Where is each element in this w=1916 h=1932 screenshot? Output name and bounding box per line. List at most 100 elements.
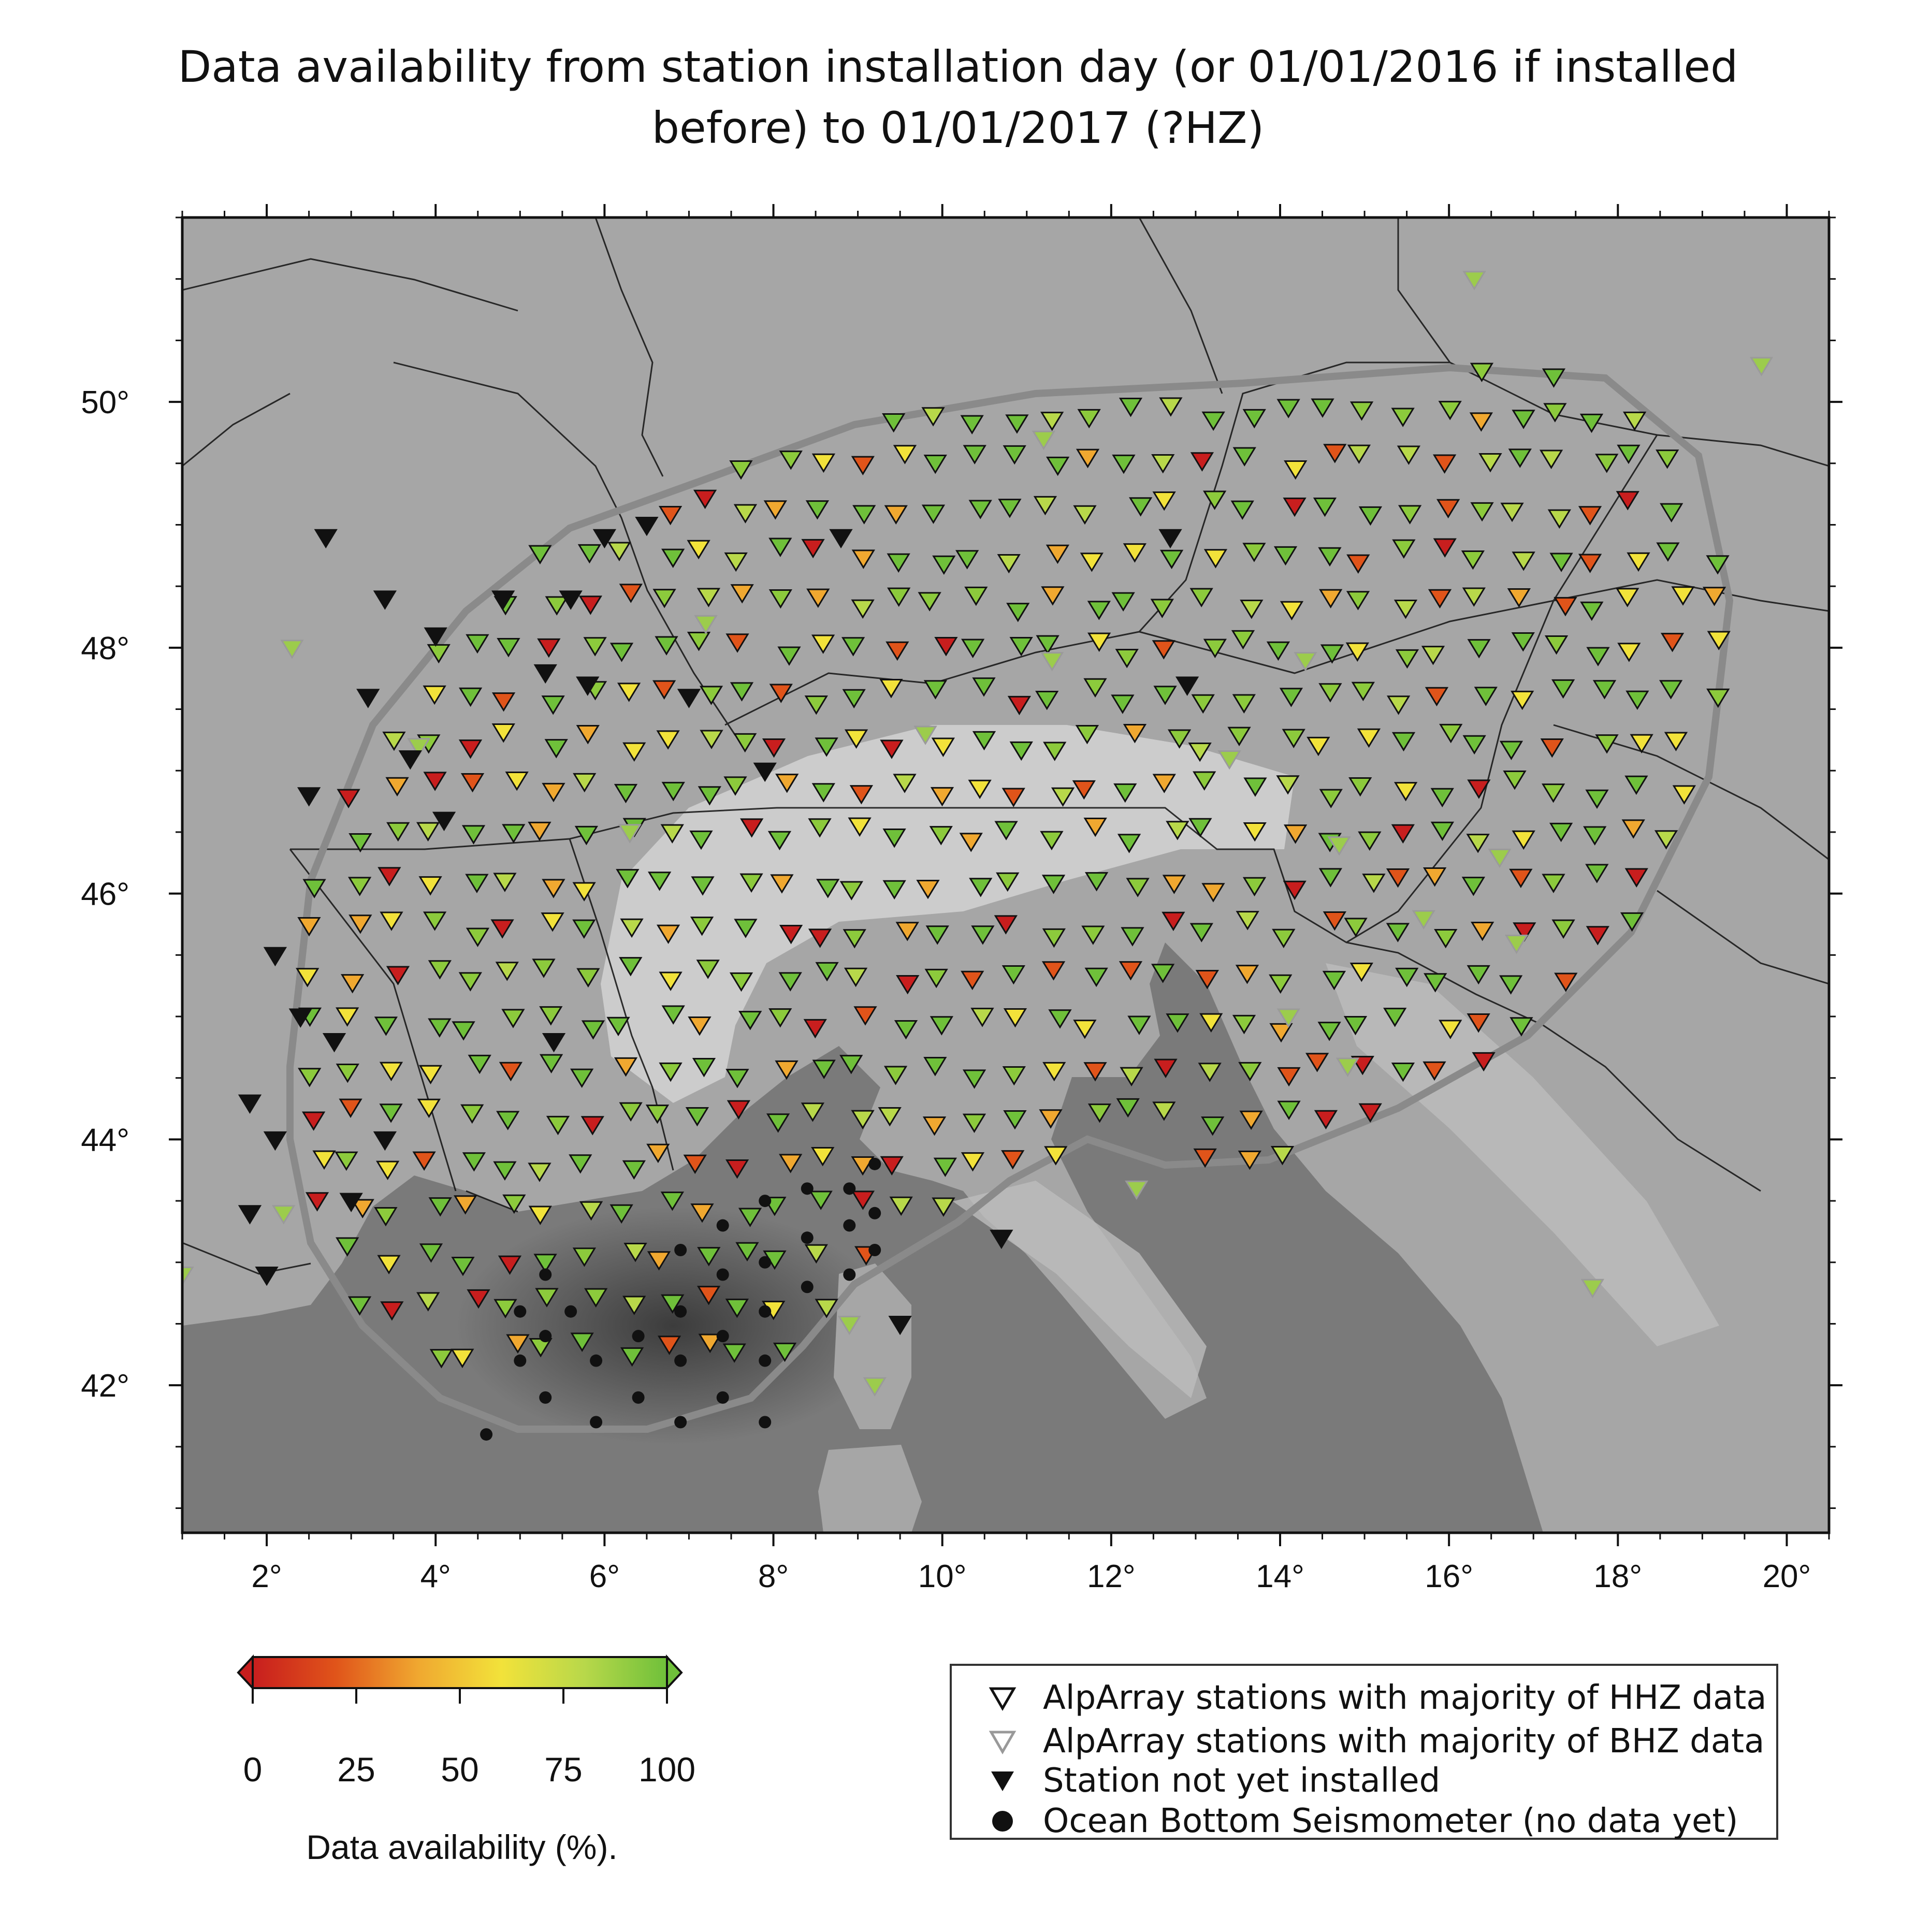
hhz-station	[1166, 821, 1189, 840]
hhz-station	[498, 1255, 522, 1275]
hhz-station	[963, 445, 986, 464]
ocean-bottom-seismometer	[564, 1305, 577, 1318]
hhz-station	[777, 646, 801, 666]
hhz-station	[1462, 587, 1486, 607]
hhz-station	[657, 1335, 681, 1355]
hhz-station	[458, 972, 482, 992]
ocean-bottom-seismometer	[843, 1219, 856, 1232]
hhz-station	[1421, 646, 1445, 665]
hhz-station	[1277, 1100, 1301, 1120]
hhz-station	[661, 548, 685, 568]
hhz-station	[1081, 925, 1105, 945]
hhz-station	[770, 874, 794, 894]
hhz-station	[1512, 551, 1535, 571]
hhz-station	[809, 1190, 833, 1210]
hhz-station	[1462, 735, 1486, 755]
hhz-station	[1083, 1062, 1107, 1082]
hhz-station	[697, 1247, 721, 1267]
legend-item-bhz: AlpArray stations with majority of BHZ d…	[952, 1719, 1776, 1764]
hhz-station	[335, 1237, 359, 1257]
hhz-station	[1428, 589, 1452, 609]
hhz-station	[1127, 1015, 1151, 1035]
hhz-station	[1579, 413, 1604, 433]
hhz-station	[930, 787, 954, 807]
colorbar-gradient	[252, 1656, 668, 1689]
not-installed-station	[753, 762, 777, 782]
hhz-station	[1544, 635, 1569, 655]
hhz-station	[1654, 830, 1678, 850]
hhz-station	[1283, 824, 1308, 844]
hhz-station	[851, 549, 875, 569]
ocean-bottom-seismometer	[514, 1305, 527, 1318]
hhz-station	[1235, 965, 1259, 984]
hhz-station	[848, 817, 872, 837]
hhz-station	[894, 1020, 918, 1040]
hhz-station	[1627, 552, 1650, 572]
hhz-station	[528, 821, 551, 841]
hhz-station	[725, 1159, 749, 1179]
hhz-station	[1499, 975, 1523, 995]
hhz-station	[996, 872, 1020, 892]
hhz-station	[647, 1251, 671, 1271]
hhz-station	[1470, 362, 1494, 383]
not-installed-station	[576, 676, 600, 696]
hhz-station	[1189, 588, 1213, 607]
hhz-station	[1240, 600, 1264, 619]
legend-item-obs: Ocean Bottom Seismometer (no data yet)	[952, 1798, 1776, 1844]
hhz-station	[879, 679, 903, 699]
hhz-station	[576, 725, 600, 745]
hhz-station	[647, 871, 672, 891]
hhz-station	[452, 1021, 475, 1041]
bhz-station	[1294, 652, 1317, 672]
hhz-station	[1041, 961, 1066, 981]
hhz-station	[1467, 1013, 1490, 1033]
hhz-station	[659, 971, 683, 991]
hhz-station	[412, 1151, 436, 1171]
hhz-station	[1551, 919, 1575, 939]
hhz-station	[1003, 445, 1026, 465]
hhz-station	[1595, 734, 1619, 754]
hhz-station	[1461, 550, 1485, 570]
hhz-station	[302, 879, 326, 898]
hhz-station	[1076, 448, 1100, 469]
hhz-station	[661, 781, 685, 802]
hhz-station	[1391, 824, 1415, 844]
hhz-station	[887, 587, 911, 607]
not-installed-station	[238, 1205, 262, 1225]
hhz-station	[1578, 554, 1602, 573]
hhz-station	[1123, 724, 1147, 744]
hhz-station	[1073, 505, 1097, 525]
hhz-station	[528, 1163, 551, 1182]
ocean-bottom-seismometer	[843, 1182, 856, 1195]
not-installed-station	[677, 689, 701, 708]
alparray-outline	[286, 364, 1734, 1433]
legend: AlpArray stations with majority of HHZ d…	[950, 1664, 1778, 1840]
hhz-station	[542, 782, 565, 803]
hhz-station	[1620, 912, 1644, 932]
legend-label-not-installed: Station not yet installed	[1043, 1762, 1441, 1800]
hhz-station	[655, 636, 678, 656]
hhz-station	[493, 1299, 517, 1318]
hhz-station	[493, 1161, 517, 1181]
hhz-station	[968, 500, 992, 519]
hhz-station	[1706, 688, 1730, 708]
hhz-station	[839, 1055, 863, 1074]
hhz-station	[374, 1207, 398, 1227]
hhz-station	[1507, 588, 1531, 608]
hhz-station	[1512, 410, 1535, 429]
hhz-station	[722, 1343, 746, 1363]
hhz-station	[1392, 539, 1416, 559]
hhz-station	[685, 1107, 709, 1127]
hhz-station	[1349, 962, 1373, 982]
hhz-station	[428, 1018, 452, 1038]
hhz-station	[692, 1057, 716, 1078]
hhz-station	[853, 1006, 877, 1026]
hhz-station	[1585, 789, 1609, 809]
colorbar: 0 25 50 75 100 Data availability (%).	[237, 1654, 695, 1866]
hhz-station	[1656, 542, 1680, 562]
colorbar-arrow-right	[666, 1654, 683, 1691]
colorbar-tick-label: 0	[243, 1750, 263, 1789]
ocean-bottom-seismometer	[674, 1244, 687, 1257]
hhz-station	[811, 1147, 835, 1167]
hhz-station	[1346, 554, 1370, 574]
